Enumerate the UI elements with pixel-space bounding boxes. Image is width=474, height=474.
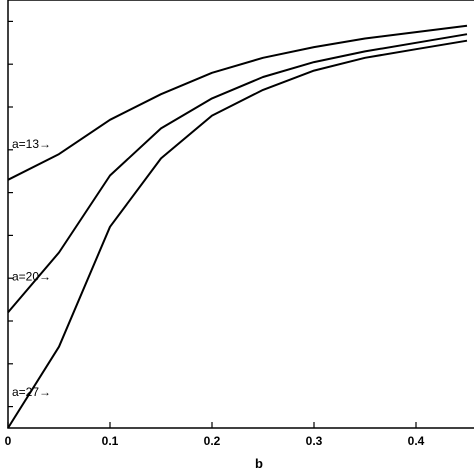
annotation-layer: a=13→ a=20→ a=27→ [12, 137, 51, 399]
series-line-a-27 [7, 39, 468, 429]
x-axis-label: b [255, 456, 263, 471]
x-tick-label: 0.2 [204, 434, 221, 448]
x-tick-label: 0.4 [408, 434, 425, 448]
series-line-a-13 [7, 24, 468, 181]
plot-frame [7, 0, 474, 429]
x-tick-label: 0.1 [102, 434, 119, 448]
series-layer [7, 24, 468, 429]
x-tick-label: 0.3 [306, 434, 323, 448]
series-line-a-20 [7, 33, 468, 314]
x-tick-label: 0 [5, 434, 12, 448]
annotation-label: a=20→ [12, 269, 51, 283]
annotation-label: a=13→ [12, 137, 51, 151]
x-axis-ticks: 0 0.1 0.2 0.3 0.4 [5, 422, 425, 448]
y-axis-ticks [8, 20, 13, 408]
annotation-label: a=27→ [12, 385, 51, 399]
